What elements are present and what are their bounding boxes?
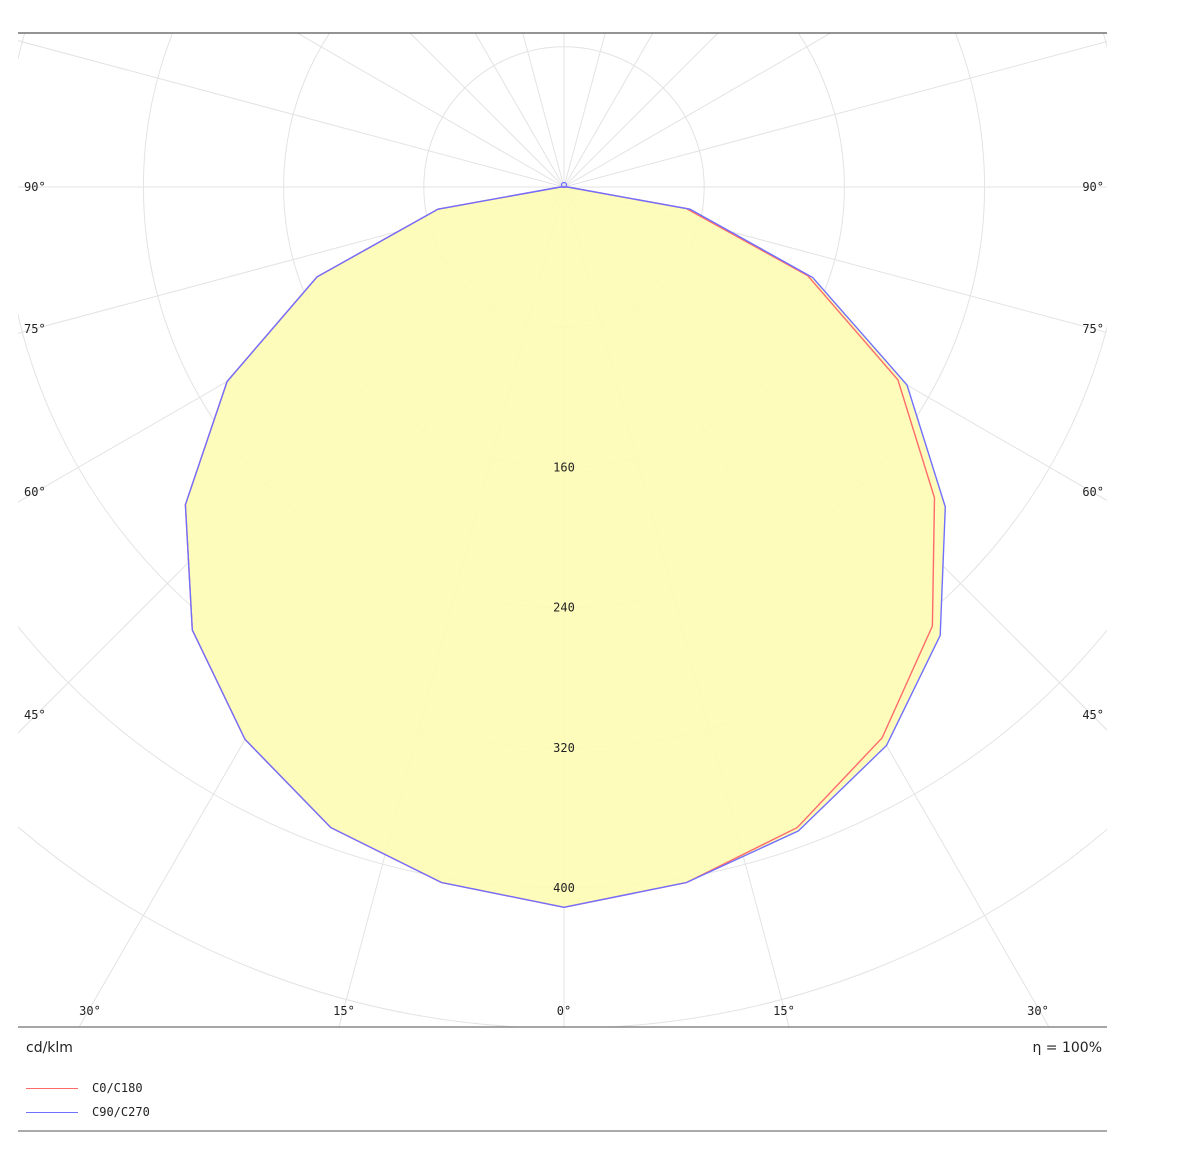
grid-spoke (563, 33, 606, 188)
grid-spoke (563, 33, 654, 188)
grid-spoke (563, 33, 719, 188)
angle-label-bottom: 15° (773, 1004, 795, 1018)
grid-spoke (563, 40, 1107, 188)
angle-label-bottom: 30° (79, 1004, 101, 1018)
legend-label-c90: C90/C270 (92, 1105, 150, 1119)
legend-item-c90: C90/C270 (26, 1100, 150, 1124)
angle-label-right: 45° (1082, 708, 1104, 722)
pole-marker (560, 181, 568, 189)
angle-label-bottom: 30° (1027, 1004, 1049, 1018)
distribution-fill (185, 187, 946, 908)
efficiency-label: η = 100% (1032, 1040, 1102, 1056)
grid-spoke (474, 33, 565, 188)
angle-label-bottom: 15° (333, 1004, 355, 1018)
grid-spoke (18, 186, 565, 334)
legend-swatch-c0 (26, 1087, 78, 1089)
angle-label-right: 75° (1082, 322, 1104, 336)
plot-area (184, 181, 947, 909)
legend: C0/C180 C90/C270 (26, 1076, 150, 1124)
radial-tick-label: 240 (553, 601, 575, 615)
grid-spoke (409, 33, 565, 188)
unit-label: cd/klm (26, 1040, 73, 1056)
angle-label-left: 45° (24, 708, 46, 722)
series-line-1 (184, 186, 947, 909)
angle-label-left: 90° (24, 180, 46, 194)
angle-label-right: 90° (1082, 180, 1104, 194)
radial-tick-label: 320 (553, 741, 575, 755)
grid-spoke (522, 33, 565, 188)
grid-spoke (296, 33, 565, 188)
legend-label-c0: C0/C180 (92, 1081, 143, 1095)
radial-tick-label: 160 (553, 460, 575, 474)
grid-spoke (18, 40, 565, 188)
radial-tick-label: 400 (553, 881, 575, 895)
legend-swatch-c90 (26, 1111, 78, 1113)
grid-spoke (563, 33, 832, 188)
angle-label-bottom: 0° (557, 1004, 571, 1018)
legend-item-c0: C0/C180 (26, 1076, 150, 1100)
angle-label-right: 60° (1082, 485, 1104, 499)
angle-label-left: 75° (24, 322, 46, 336)
angle-label-left: 60° (24, 485, 46, 499)
grid-spoke (563, 186, 1107, 334)
